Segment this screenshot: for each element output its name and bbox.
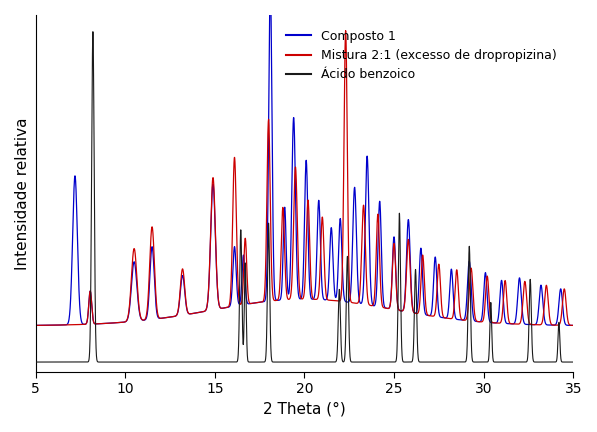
Y-axis label: Intensidade relativa: Intensidade relativa xyxy=(15,117,30,270)
Legend: Composto 1, Mistura 2:1 (excesso de dropropizina), Ácido benzoico: Composto 1, Mistura 2:1 (excesso de drop… xyxy=(281,25,562,86)
X-axis label: 2 Theta (°): 2 Theta (°) xyxy=(263,402,346,417)
